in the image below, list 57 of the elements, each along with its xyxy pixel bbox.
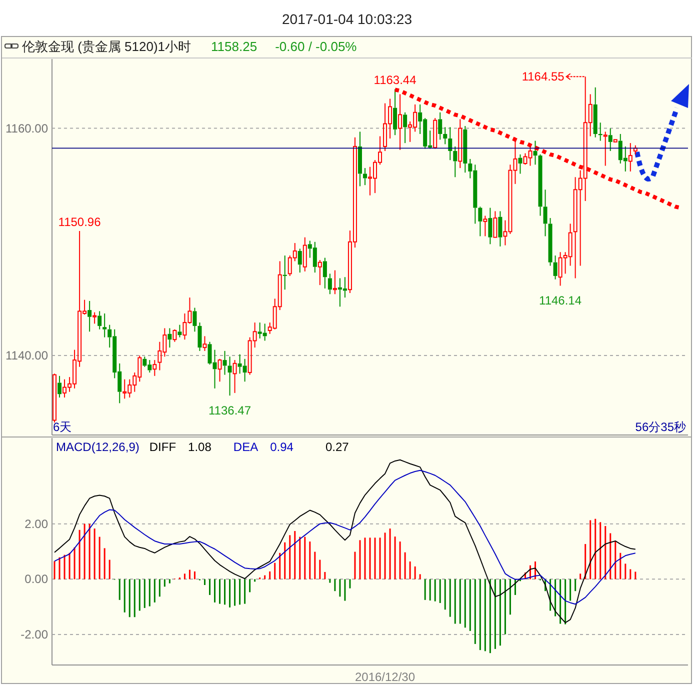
y-tick-label: 1160.00 [6,121,48,136]
candlestick [168,328,172,348]
y-tick-label: -2.00 [20,628,48,642]
annotation: 0.27 [325,440,350,454]
candlestick [58,375,62,398]
candlestick [362,168,367,186]
candlestick [448,126,452,161]
candlestick [478,206,482,237]
candlestick [488,207,492,245]
candlestick [393,88,398,136]
annotation: 56分35秒 [635,420,686,434]
candlestick [178,324,182,338]
text: DIFF [149,440,176,454]
candlestick [498,210,502,247]
candlestick [608,128,612,152]
candlestick [518,154,522,174]
text: 1158.25 [211,39,258,54]
candlestick [102,312,107,338]
y-tick-label: 0.00 [24,572,48,586]
candlestick [613,139,618,142]
candlestick [493,210,498,238]
chart-subtitle: 伦敦金现 (贵金属 5120)1小时 [22,39,192,54]
y-tick-label: 2.00 [24,516,48,531]
candlestick [463,126,468,174]
y-tick-label: 1140.00 [6,348,48,362]
annotation: 1146.14 [539,294,582,308]
annotation: 6天 [53,420,72,434]
candlestick [438,112,442,140]
candlestick [88,300,92,332]
annotation: 0.94 [270,440,294,454]
candlestick [98,310,102,330]
annotation: 1136.47 [208,404,252,418]
candlestick [543,189,548,237]
chart-title: MACD(12,26,9) [56,440,140,454]
candlestick [198,322,202,352]
chart-title: 2017-01-04 10:03:23 [282,11,412,27]
annotation: 1163.44 [374,73,417,88]
candlestick [553,255,558,280]
text: 2016/12/30 [354,670,416,684]
annotation: 1150.96 [58,214,102,229]
text: -0.60 / -0.05% [275,39,358,54]
candlestick [593,86,598,138]
candlestick [228,356,232,396]
line-series [54,459,636,624]
annotation: 1.08 [188,440,212,454]
candlestick [458,118,462,169]
candlestick [398,94,402,150]
candlestick [628,142,632,172]
candlestick [222,350,227,376]
candlestick [298,248,302,274]
candlestick [533,140,538,166]
candlestick [443,126,448,145]
text: DEA [233,440,258,454]
candlestick [328,273,332,295]
line-series [54,470,636,605]
candlestick [358,131,362,187]
annotation: 1164.55 [522,70,565,84]
